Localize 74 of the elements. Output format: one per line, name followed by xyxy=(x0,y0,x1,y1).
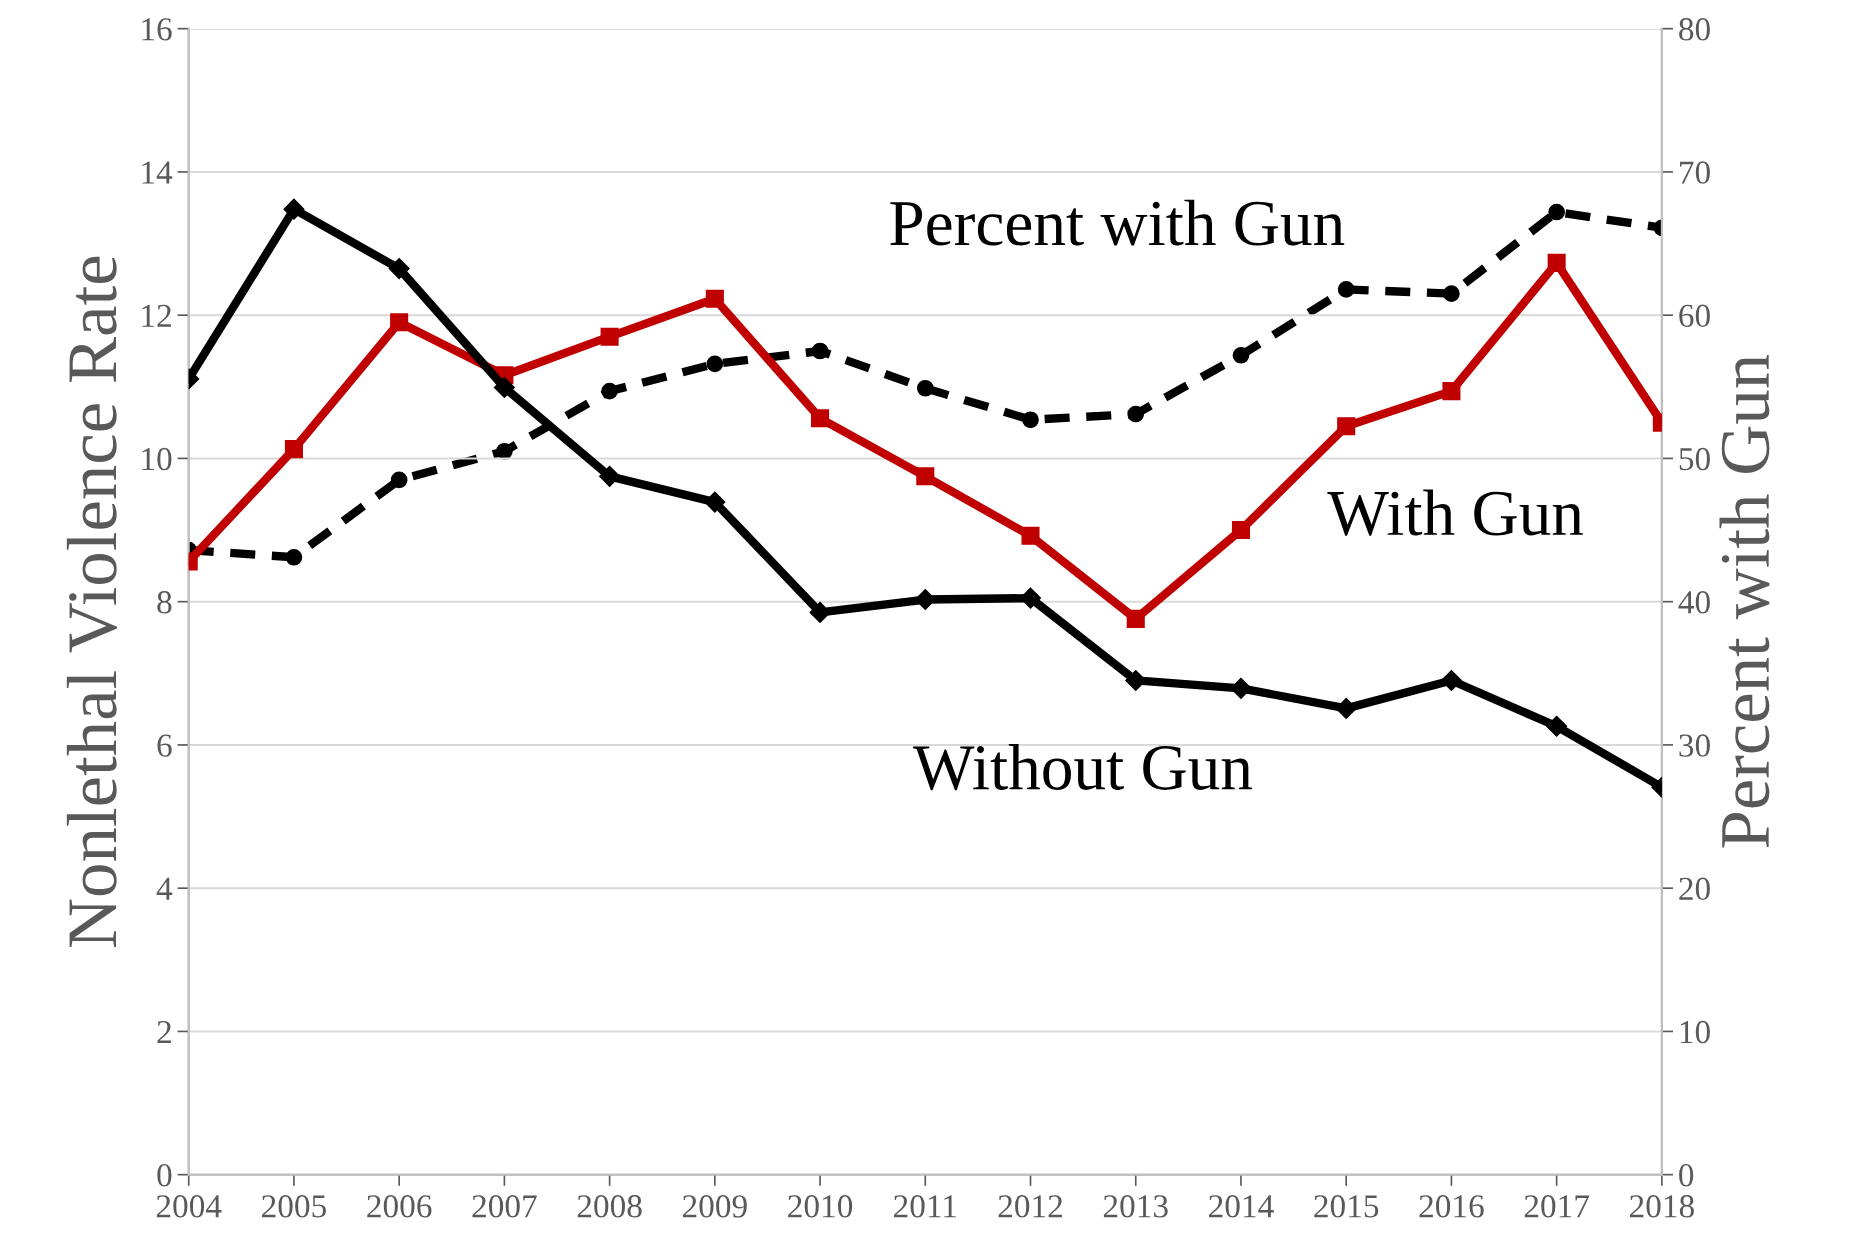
x-tick-label: 2005 xyxy=(262,1195,326,1218)
y2-tick-label: 50 xyxy=(1679,447,1710,471)
point xyxy=(1021,526,1040,545)
x-tick-label: 2018 xyxy=(1630,1195,1694,1218)
point xyxy=(390,313,409,332)
y2-tick-label: 80 xyxy=(1679,18,1710,41)
x-tick-label: 2014 xyxy=(1209,1195,1274,1218)
y-tick-label: 2 xyxy=(157,1020,171,1043)
y-tick-label: 6 xyxy=(157,734,172,757)
y-tick-label: 0 xyxy=(157,1164,172,1187)
point xyxy=(285,548,303,566)
point xyxy=(1232,346,1250,364)
point xyxy=(1231,521,1250,540)
series-label: Percent with Gun xyxy=(890,199,1345,246)
point xyxy=(704,491,726,513)
point xyxy=(916,379,934,397)
point xyxy=(1337,417,1356,436)
point xyxy=(493,377,515,399)
point xyxy=(1126,609,1145,628)
x-tick-label: 2015 xyxy=(1314,1195,1379,1218)
x-tick-label: 2017 xyxy=(1524,1195,1590,1218)
point xyxy=(1127,405,1145,423)
y-tick-label: 14 xyxy=(142,161,173,184)
x-tick-label: 2007 xyxy=(472,1195,537,1218)
y2-tick-label: 20 xyxy=(1679,877,1710,901)
series-label: With Gun xyxy=(1327,489,1583,536)
y2-tick-label: 30 xyxy=(1679,734,1710,757)
x-tick-label: 2006 xyxy=(367,1195,432,1218)
y-tick-label: 10 xyxy=(142,447,172,471)
y-tick-label: 16 xyxy=(142,18,172,41)
point xyxy=(811,409,830,428)
x-tick-label: 2009 xyxy=(682,1195,747,1218)
point xyxy=(1443,285,1460,303)
point xyxy=(600,327,619,346)
series-label: Without Gun xyxy=(912,743,1252,791)
y-axis-title: Nonlethal Violence Rate xyxy=(66,256,118,948)
point xyxy=(388,258,410,280)
y-tick-label: 12 xyxy=(142,304,171,327)
point xyxy=(390,471,408,489)
point xyxy=(1442,382,1461,401)
x-tick-label: 2004 xyxy=(156,1195,222,1218)
y2-tick-label: 0 xyxy=(1679,1164,1694,1187)
point xyxy=(914,589,936,611)
x-tick-label: 2013 xyxy=(1103,1195,1168,1218)
y2-tick-label: 10 xyxy=(1680,1020,1710,1044)
x-tick-label: 2010 xyxy=(788,1195,853,1218)
point xyxy=(1337,281,1355,298)
x-tick-label: 2008 xyxy=(577,1195,642,1218)
point xyxy=(1548,203,1565,221)
point xyxy=(599,465,621,487)
point xyxy=(1440,669,1462,691)
point xyxy=(1335,697,1357,719)
point xyxy=(283,198,305,220)
point xyxy=(1230,677,1252,699)
point xyxy=(705,289,724,308)
y2-tick-label: 40 xyxy=(1678,591,1710,614)
point xyxy=(1547,253,1566,272)
point xyxy=(706,355,724,373)
x-tick-label: 2012 xyxy=(998,1195,1063,1218)
y2-tick-label: 60 xyxy=(1679,304,1710,328)
y-tick-label: 8 xyxy=(157,591,172,614)
point xyxy=(496,442,513,460)
point xyxy=(284,440,303,459)
y2-tick-label: 70 xyxy=(1680,161,1710,184)
point xyxy=(916,467,935,486)
point xyxy=(1546,715,1568,737)
point xyxy=(601,382,618,400)
point xyxy=(809,601,831,623)
point xyxy=(1022,411,1039,429)
point xyxy=(811,342,829,360)
x-tick-label: 2011 xyxy=(894,1195,956,1218)
x-tick-label: 2016 xyxy=(1419,1195,1484,1218)
y2-axis-title: Percent with Gun xyxy=(1719,354,1770,848)
y-tick-label: 4 xyxy=(156,877,173,900)
